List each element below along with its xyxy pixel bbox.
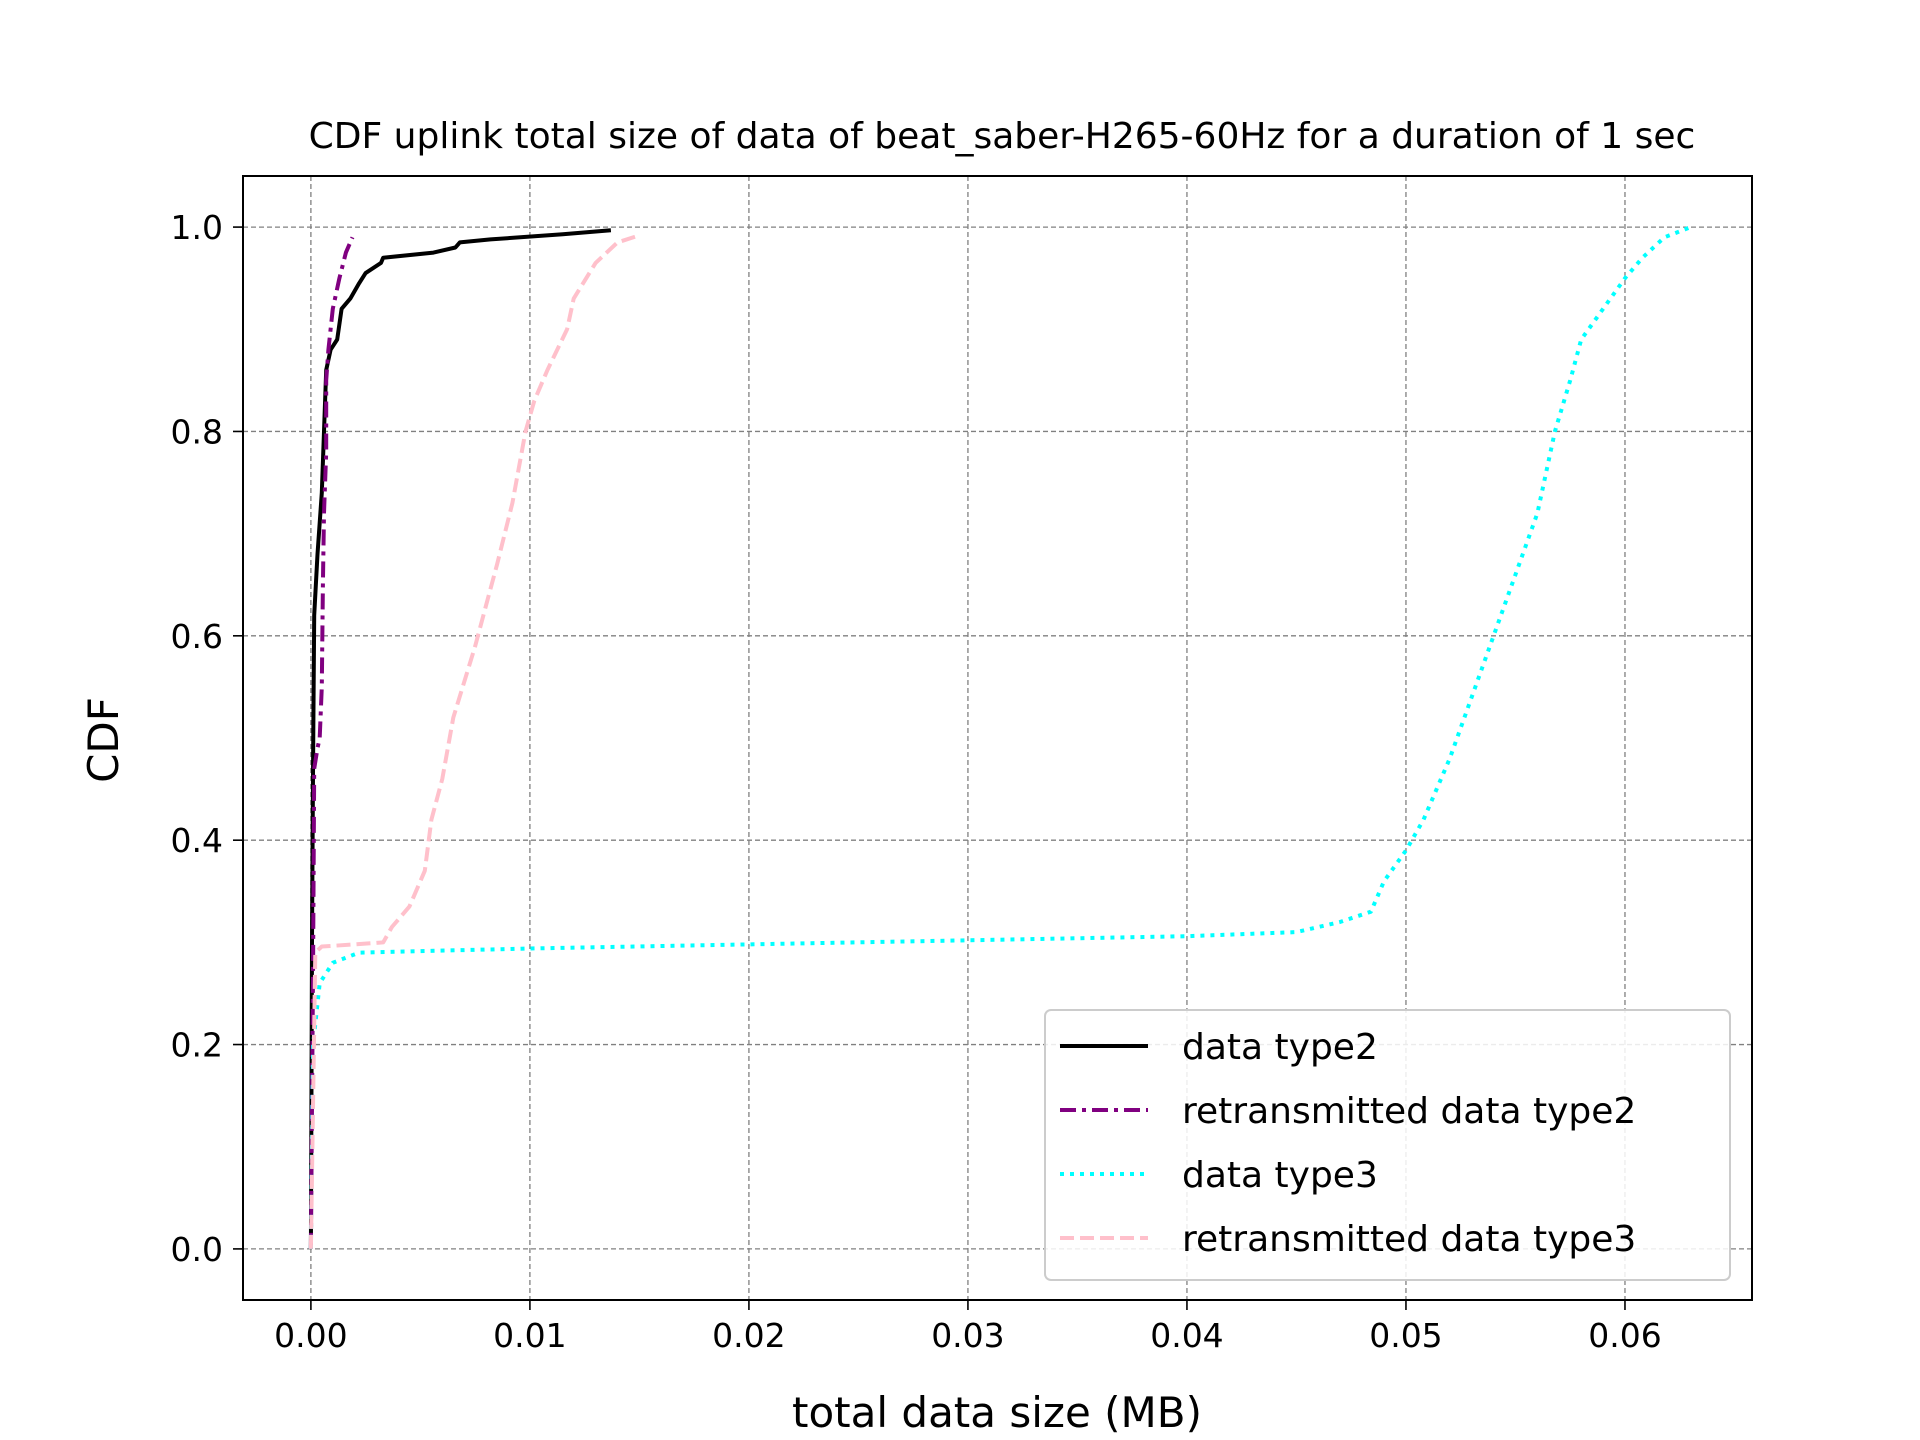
legend-label: retransmitted data type2	[1182, 1091, 1636, 1132]
series-line-1	[308, 228, 612, 1249]
x-axis: 0.00 0.01 0.02 0.03 0.04 0.05 0.06	[274, 1300, 1662, 1355]
legend: data type2 retransmitted data type2 data t…	[1044, 1009, 1731, 1281]
y-tick-label: 0.4	[171, 821, 223, 860]
series-line-4	[308, 233, 641, 1249]
plot-area-frame	[242, 175, 1753, 1301]
y-tick-label: 0.8	[171, 412, 223, 451]
x-tick-label: 0.05	[1369, 1316, 1442, 1355]
legend-label: data type2	[1182, 1027, 1378, 1068]
series-line-2	[308, 236, 355, 1249]
y-tick-label: 0.6	[171, 617, 223, 656]
x-tick-label: 0.00	[274, 1316, 347, 1355]
y-tick-label: 0.0	[171, 1230, 223, 1269]
x-tick-label: 0.01	[493, 1316, 566, 1355]
legend-label: retransmitted data type3	[1182, 1219, 1636, 1260]
y-tick-label: 1.0	[171, 208, 223, 247]
x-tick-label: 0.02	[712, 1316, 785, 1355]
legend-box	[1044, 1009, 1731, 1281]
x-tick-label: 0.04	[1150, 1316, 1223, 1355]
y-axis-label: CDF	[79, 697, 128, 783]
y-axis: 0.0 0.2 0.4 0.6 0.8 1.0	[171, 208, 243, 1269]
series-line-3	[308, 225, 1692, 1249]
x-tick-label: 0.06	[1588, 1316, 1661, 1355]
chart-title: CDF uplink total size of data of beat_sa…	[309, 116, 1696, 157]
series-lines	[308, 225, 1692, 1249]
x-tick-label: 0.03	[931, 1316, 1004, 1355]
legend-label: data type3	[1182, 1155, 1378, 1196]
x-axis-label: total data size (MB)	[792, 1388, 1202, 1437]
grid	[243, 176, 1752, 1300]
y-tick-label: 0.2	[171, 1026, 223, 1065]
